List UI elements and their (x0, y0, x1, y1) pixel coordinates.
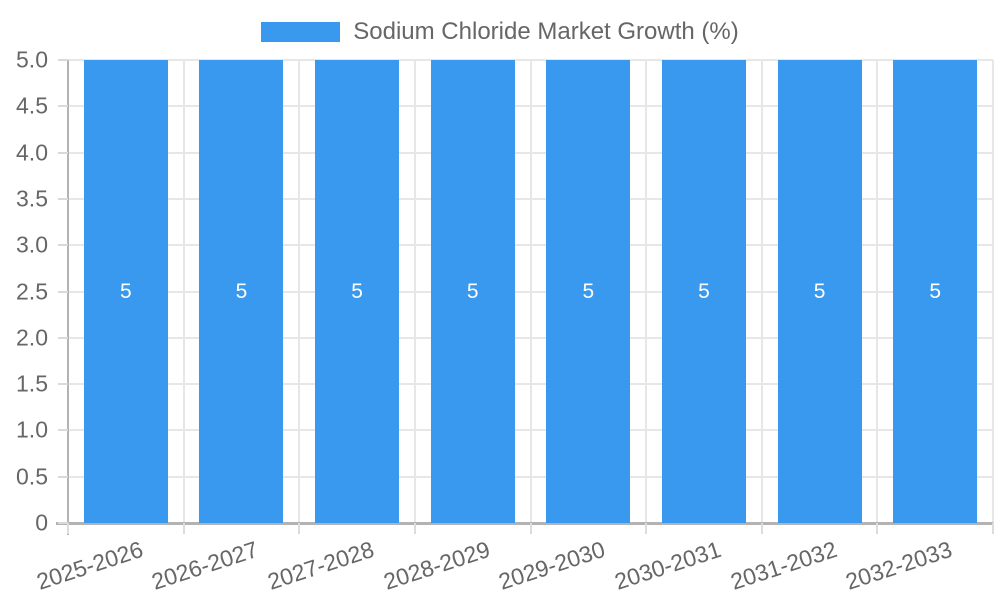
x-tick-mark (182, 523, 185, 534)
gridline-vertical (760, 60, 763, 523)
bar-value-label: 5 (119, 279, 132, 303)
x-tick-mark (876, 523, 879, 534)
y-tick-label: 0 (35, 509, 48, 536)
legend-item[interactable]: Sodium Chloride Market Growth (%) (261, 18, 739, 46)
chart-legend: Sodium Chloride Market Growth (%) (0, 18, 1000, 46)
x-axis-line (56, 522, 993, 525)
x-tick-label: 2027-2028 (264, 536, 378, 595)
bar[interactable]: 5 (315, 60, 400, 523)
y-tick-mark (58, 105, 68, 108)
x-tick-label: 2026-2027 (148, 536, 262, 595)
y-tick-label: 4.5 (16, 92, 48, 119)
x-tick-mark (67, 523, 69, 534)
gridline-vertical (182, 60, 185, 523)
x-tick-label: 2032-2033 (842, 536, 956, 595)
x-tick-mark (413, 523, 416, 534)
y-tick-label: 2.5 (16, 278, 48, 304)
gridline-vertical (876, 60, 879, 523)
x-tick-label: 2028-2029 (380, 536, 493, 595)
y-tick-mark (58, 151, 68, 154)
gridline-vertical (645, 60, 648, 523)
x-tick-mark (645, 523, 648, 534)
y-tick-mark (58, 59, 68, 61)
bar[interactable]: 5 (777, 60, 862, 523)
y-axis-line (67, 60, 69, 535)
y-tick-label: 3.5 (16, 185, 48, 212)
gridline-vertical (992, 60, 994, 523)
y-tick-mark (58, 475, 68, 478)
y-tick-mark (58, 429, 68, 432)
x-tick-label: 2030-2031 (611, 536, 724, 595)
bar-value-label: 5 (929, 279, 942, 303)
y-tick-mark (58, 197, 68, 200)
y-tick-label: 2.0 (16, 324, 48, 351)
y-tick-mark (58, 522, 68, 524)
bar[interactable]: 5 (199, 60, 284, 523)
bar[interactable]: 5 (893, 60, 978, 523)
y-tick-mark (58, 383, 68, 386)
y-tick-mark (58, 244, 68, 247)
bar-value-label: 5 (351, 279, 363, 303)
bar[interactable]: 5 (430, 60, 515, 523)
gridline-vertical (529, 60, 532, 523)
x-tick-mark (992, 523, 994, 534)
bar-value-label: 5 (582, 279, 595, 303)
gridline-vertical (298, 60, 301, 523)
plot-area: 5 5 5 5 5 5 5 5 0 0.5 1.0 1.5 2.0 2.5 3.0 3.5 4.0 4.5 5.0 2… (16, 47, 994, 595)
x-tick-mark (298, 523, 301, 534)
x-tick-mark (760, 523, 763, 534)
x-tick-label: 2031-2032 (726, 536, 840, 595)
legend-series-label: Sodium Chloride Market Growth (%) (353, 18, 739, 45)
y-tick-mark (58, 336, 68, 339)
bar[interactable]: 5 (546, 60, 631, 523)
bar-value-label: 5 (813, 279, 826, 303)
bar-value-label: 5 (466, 279, 479, 303)
x-tick-label: 2025-2026 (33, 536, 146, 595)
y-tick-label: 5.0 (16, 46, 48, 73)
bar-value-label: 5 (698, 279, 710, 303)
x-tick-mark (529, 523, 532, 534)
y-tick-label: 3.0 (16, 231, 48, 258)
y-tick-mark (58, 290, 68, 293)
y-tick-label: 4.0 (16, 139, 48, 166)
legend-color-swatch (261, 22, 341, 42)
y-tick-label: 1.0 (16, 416, 48, 443)
bar[interactable]: 5 (83, 60, 168, 523)
y-tick-label: 0.5 (16, 463, 48, 490)
bar-value-label: 5 (235, 279, 248, 303)
bar[interactable]: 5 (661, 60, 746, 523)
y-tick-label: 1.5 (16, 370, 48, 397)
x-tick-label: 2029-2030 (495, 536, 609, 595)
gridline-vertical (413, 60, 416, 523)
